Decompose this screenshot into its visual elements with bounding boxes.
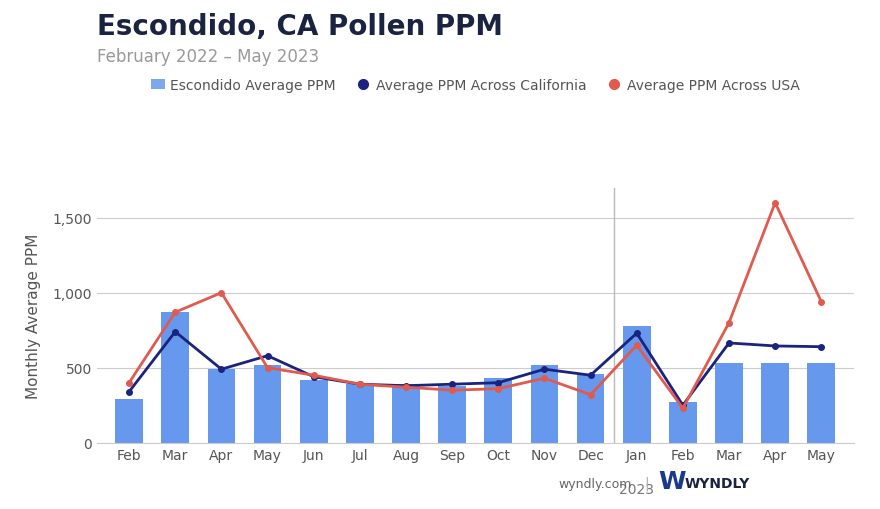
Bar: [715, 363, 743, 443]
Bar: [576, 374, 605, 443]
Text: WYNDLY: WYNDLY: [685, 476, 750, 490]
Text: |: |: [644, 475, 649, 490]
Bar: [208, 370, 235, 443]
Bar: [161, 313, 189, 443]
Bar: [761, 363, 789, 443]
Bar: [253, 365, 282, 443]
Text: Escondido, CA Pollen PPM: Escondido, CA Pollen PPM: [97, 13, 502, 41]
Bar: [392, 384, 420, 443]
Y-axis label: Monthly Average PPM: Monthly Average PPM: [26, 233, 41, 398]
Text: wyndly.com: wyndly.com: [559, 477, 632, 490]
Bar: [808, 363, 835, 443]
Text: February 2022 – May 2023: February 2022 – May 2023: [97, 48, 319, 66]
Text: W: W: [658, 469, 686, 493]
Legend: Escondido Average PPM, Average PPM Across California, Average PPM Across USA: Escondido Average PPM, Average PPM Acros…: [145, 73, 805, 98]
Bar: [484, 379, 512, 443]
Bar: [438, 386, 466, 443]
Bar: [531, 365, 558, 443]
Bar: [300, 380, 327, 443]
Bar: [346, 384, 374, 443]
Bar: [669, 403, 697, 443]
Bar: [623, 327, 650, 443]
Bar: [115, 400, 143, 443]
Text: 2023: 2023: [620, 482, 654, 496]
